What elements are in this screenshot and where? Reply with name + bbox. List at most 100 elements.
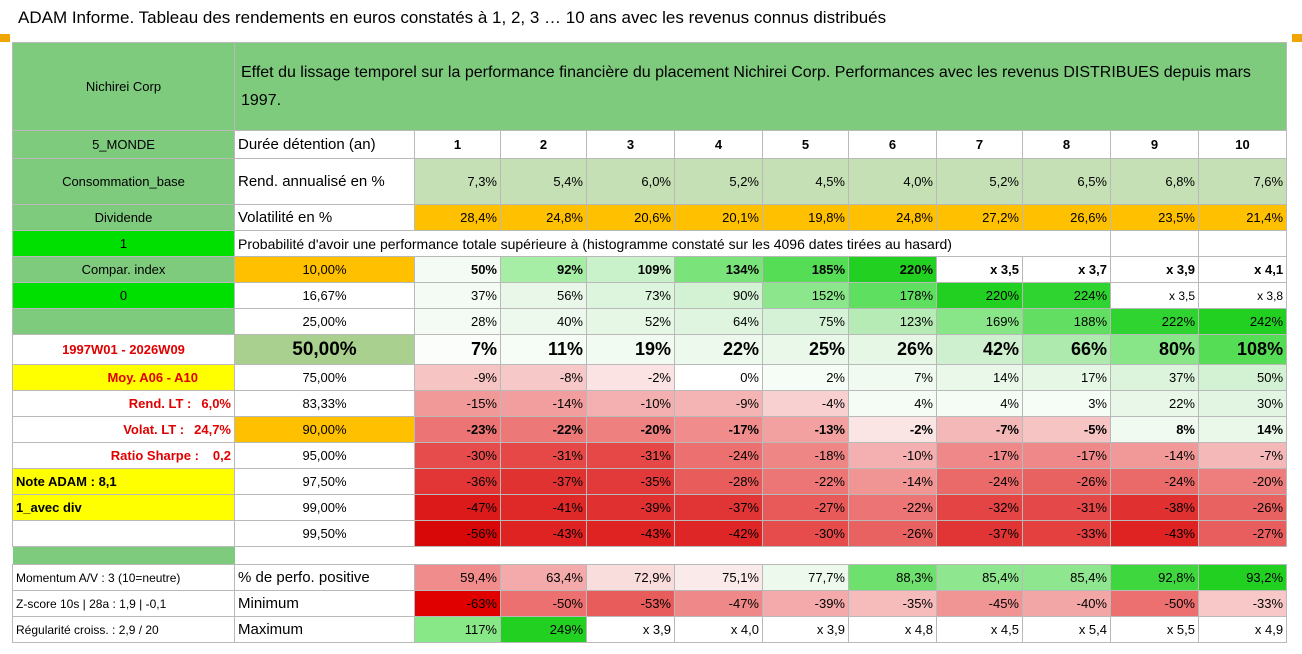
min-value: -63%: [414, 590, 501, 617]
vol-value: 27,2%: [936, 204, 1023, 231]
max-value: x 5,4: [1022, 616, 1111, 643]
period-cell: 1997W01 - 2026W09: [12, 334, 235, 365]
duration-header: 1: [414, 130, 501, 159]
duration-header: 8: [1022, 130, 1111, 159]
prob-value: -10%: [848, 442, 937, 469]
min-value: -33%: [1197, 590, 1288, 617]
prob-value: -24%: [674, 442, 763, 469]
prob-value: 25%: [762, 334, 849, 365]
prob-value: x 3,5: [936, 256, 1023, 283]
vol-value: 26,6%: [1022, 204, 1111, 231]
rend-value: 7,6%: [1197, 158, 1288, 205]
blank-side-cell: [12, 520, 235, 547]
min-value: -47%: [674, 590, 763, 617]
prob-value: -17%: [1022, 442, 1111, 469]
vol-value: 21,4%: [1197, 204, 1288, 231]
prob-value: -15%: [414, 390, 501, 417]
volat-lt-cell-text: Volat. LT :: [123, 422, 185, 437]
min-value: -53%: [586, 590, 675, 617]
prob-value: -27%: [762, 494, 849, 521]
rend-lt-cell-text: Rend. LT :: [128, 396, 192, 411]
duration-header: 10: [1197, 130, 1288, 159]
rend-value: 5,2%: [936, 158, 1023, 205]
prob-value: 224%: [1022, 282, 1111, 309]
period-cell-text: 1997W01 - 2026W09: [62, 342, 185, 357]
separator: [12, 546, 235, 565]
prob-value: 7%: [414, 334, 501, 365]
prob-value: 11%: [500, 334, 587, 365]
prob-value: -18%: [762, 442, 849, 469]
prob-value: -41%: [500, 494, 587, 521]
prob-value: 178%: [848, 282, 937, 309]
max-label: Maximum: [234, 616, 415, 643]
avec-div-cell: 1_avec div: [12, 494, 235, 521]
note-adam-cell-text: Note ADAM : 8,1: [16, 474, 117, 489]
probability-level: 97,50%: [234, 468, 415, 495]
prob-value: 52%: [586, 308, 675, 335]
prob-value: 22%: [1110, 390, 1199, 417]
duration-header: 3: [586, 130, 675, 159]
prob-value: -33%: [1022, 520, 1111, 547]
prob-value: 8%: [1110, 416, 1199, 443]
prob-value: -24%: [1110, 468, 1199, 495]
prob-value: x 3,7: [1022, 256, 1111, 283]
rend-value: 7,3%: [414, 158, 501, 205]
probability-level: 99,00%: [234, 494, 415, 521]
pos-value: 75,1%: [674, 564, 763, 591]
min-value: -50%: [500, 590, 587, 617]
sharpe-cell-text: 0,2: [212, 448, 231, 463]
header-text: Effet du lissage temporel sur la perform…: [233, 42, 1288, 131]
prob-value: -20%: [1197, 468, 1288, 495]
vol-value: 24,8%: [848, 204, 937, 231]
compar-index-cell[interactable]: Compar. index: [12, 256, 235, 283]
prob-value: 123%: [848, 308, 937, 335]
prob-value: -43%: [586, 520, 675, 547]
prob-value: -7%: [1197, 442, 1288, 469]
prob-value: 242%: [1197, 308, 1288, 335]
prob-value: 30%: [1197, 390, 1288, 417]
prob-value: 42%: [936, 334, 1023, 365]
zscore-cell: Z-score 10s | 28a : 1,9 | -0,1: [12, 590, 235, 617]
prob-value: 222%: [1110, 308, 1199, 335]
blank-cell: [1197, 230, 1288, 257]
prob-value: -28%: [674, 468, 763, 495]
prob-value: -38%: [1110, 494, 1199, 521]
prob-value: -30%: [414, 442, 501, 469]
prob-value: 40%: [500, 308, 587, 335]
prob-value: -23%: [414, 416, 501, 443]
prob-value: 2%: [762, 364, 849, 391]
prob-value: x 4,1: [1197, 256, 1288, 283]
selector-cell[interactable]: 1: [12, 230, 235, 257]
prob-value: 220%: [936, 282, 1023, 309]
max-value: x 3,9: [586, 616, 675, 643]
pos-value: 88,3%: [848, 564, 937, 591]
prob-value: -30%: [762, 520, 849, 547]
prob-value: -17%: [674, 416, 763, 443]
prob-value: x 3,5: [1110, 282, 1199, 309]
pos-value: 85,4%: [1022, 564, 1111, 591]
momentum-cell: Momentum A/V : 3 (10=neutre): [12, 564, 235, 591]
prob-value: 109%: [586, 256, 675, 283]
max-value: x 4,9: [1197, 616, 1288, 643]
pos-value: 85,4%: [936, 564, 1023, 591]
prob-value: 50%: [1197, 364, 1288, 391]
prob-value: -4%: [762, 390, 849, 417]
max-value: x 4,0: [674, 616, 763, 643]
rend-label: Rend. annualisé en %: [234, 158, 415, 205]
prob-value: -7%: [936, 416, 1023, 443]
prob-value: -8%: [500, 364, 587, 391]
regularite-cell: Régularité croiss. : 2,9 / 20: [12, 616, 235, 643]
probability-level: 16,67%: [234, 282, 415, 309]
index-selector-cell[interactable]: 0: [12, 282, 235, 309]
index-selector-cell-text: 0: [119, 288, 128, 303]
probability-level: 75,00%: [234, 364, 415, 391]
probability-level: 83,33%: [234, 390, 415, 417]
prob-value: -27%: [1197, 520, 1288, 547]
pos-value: 77,7%: [762, 564, 849, 591]
prob-value: 0%: [674, 364, 763, 391]
prob-value: 92%: [500, 256, 587, 283]
pos-label: % de perfo. positive: [234, 564, 415, 591]
prob-value: 56%: [500, 282, 587, 309]
prob-value: 169%: [936, 308, 1023, 335]
prob-value: -32%: [936, 494, 1023, 521]
